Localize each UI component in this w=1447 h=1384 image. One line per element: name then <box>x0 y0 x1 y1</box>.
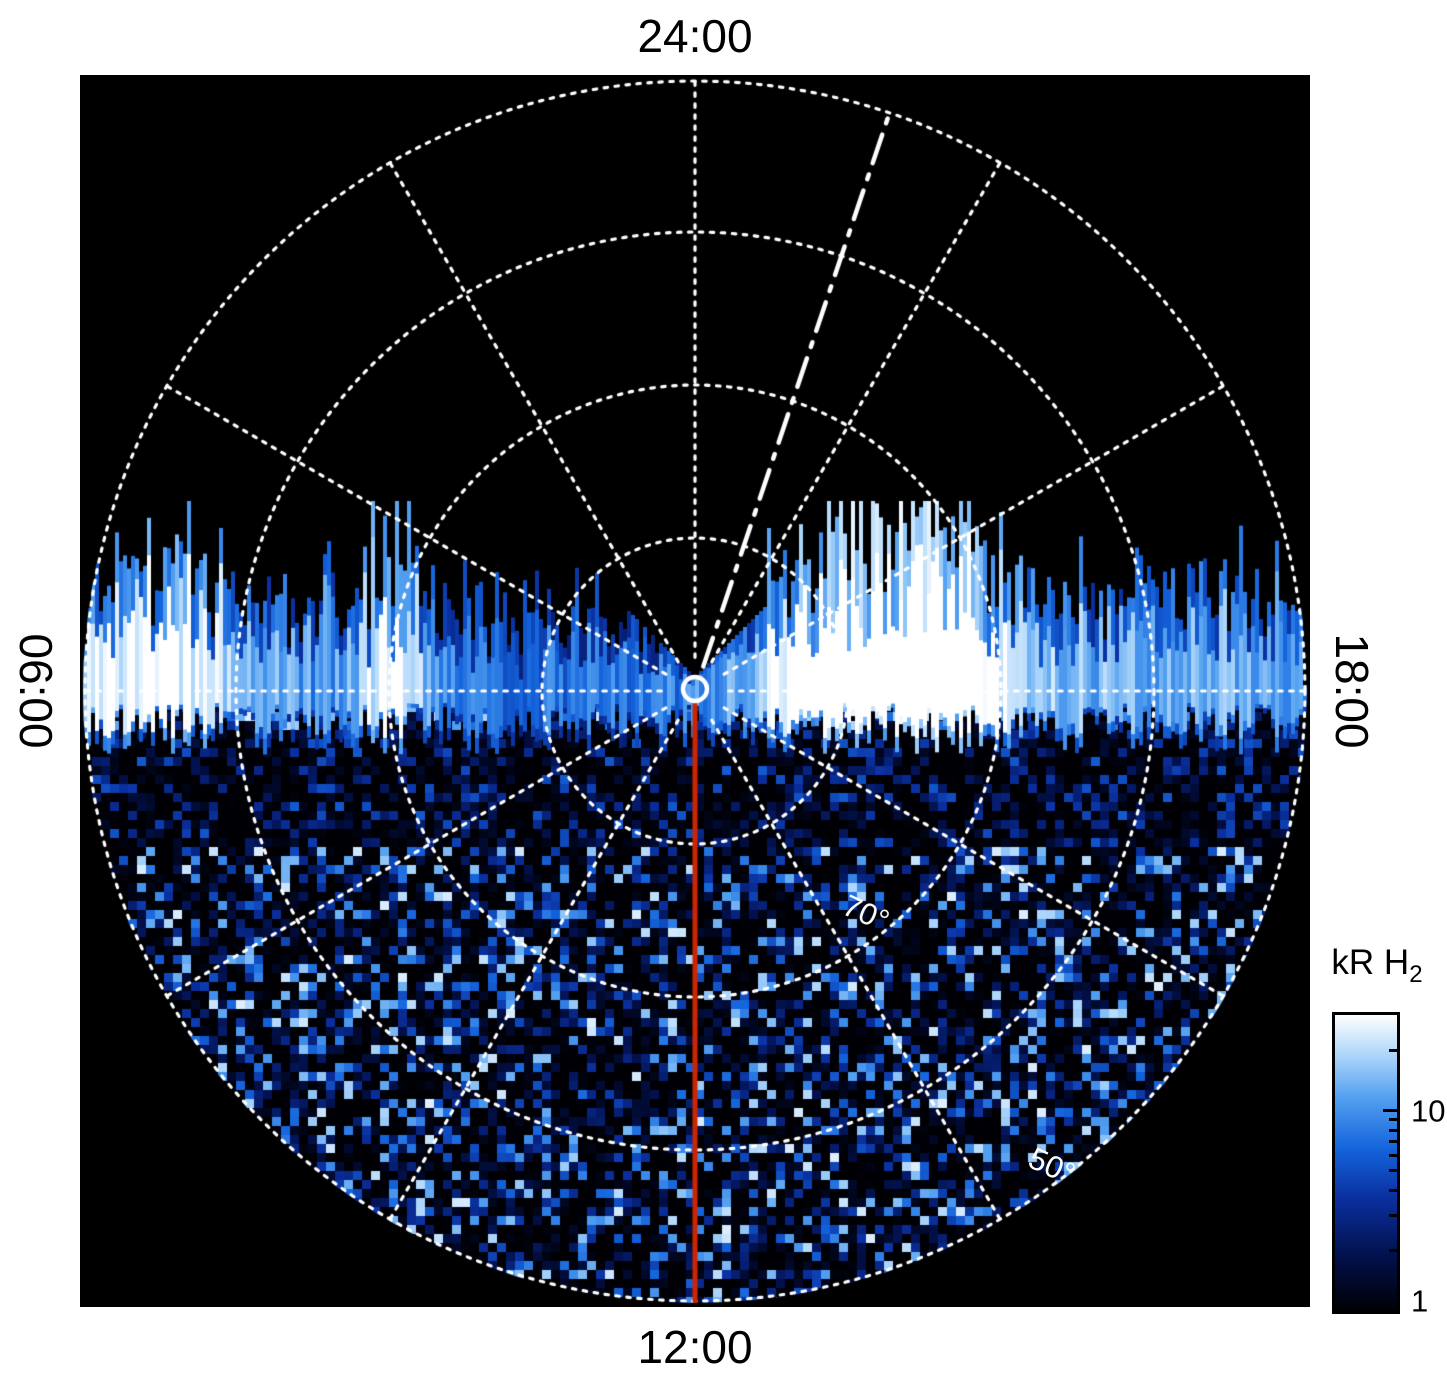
colorbar-gradient <box>1335 1015 1397 1311</box>
colorbar-title-main: kR H <box>1331 943 1410 982</box>
colorbar-tick-mark <box>1389 1169 1397 1173</box>
colorbar-tick-mark <box>1389 1153 1397 1157</box>
colorbar-tick-mark <box>1389 1213 1397 1217</box>
colorbar-tick-mark <box>1389 1140 1397 1144</box>
colorbar-tick-mark <box>1383 1308 1397 1311</box>
colorbar-tick-mark <box>1389 1128 1397 1132</box>
mlt-label-top: 24:00 <box>637 10 753 62</box>
colorbar-tick-mark <box>1389 1118 1397 1122</box>
colorbar: 10 1 <box>1332 1012 1445 1317</box>
mlt-label-right: 18:00 <box>1326 633 1378 749</box>
polar-heatmap-canvas <box>80 75 1310 1307</box>
colorbar-tick-mark <box>1383 1109 1397 1113</box>
colorbar-tick-mark <box>1389 1249 1397 1253</box>
colorbar-title: kR H2 <box>1331 943 1422 989</box>
colorbar-tick-label-1: 1 <box>1411 1283 1429 1319</box>
colorbar-title-subscript: 2 <box>1409 961 1423 988</box>
colorbar-tick-label-10: 10 <box>1411 1093 1446 1129</box>
mlt-label-left: 06:00 <box>10 633 62 749</box>
mlt-label-bottom: 12:00 <box>637 1321 753 1373</box>
colorbar-tick-mark <box>1389 1048 1397 1052</box>
colorbar-tick-mark <box>1389 1188 1397 1192</box>
plot-area <box>80 75 1310 1307</box>
